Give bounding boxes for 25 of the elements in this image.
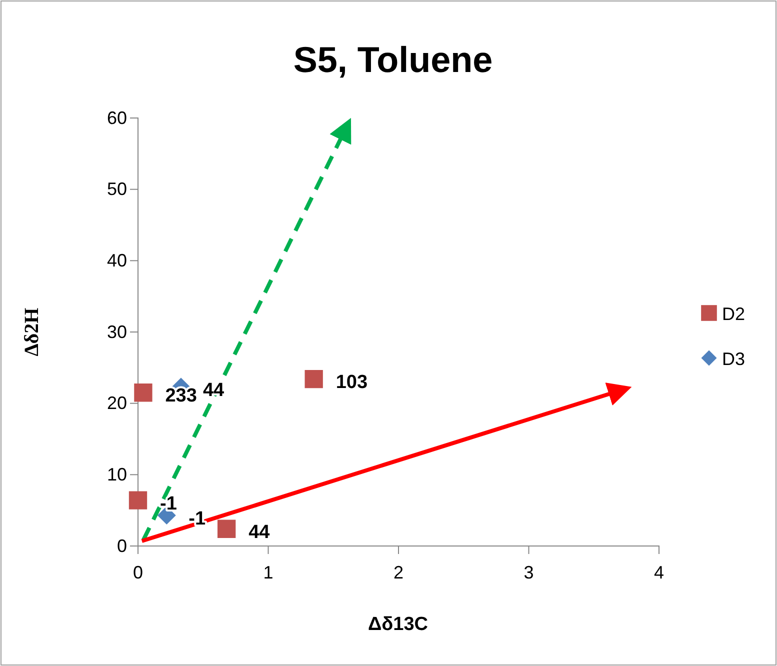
chart-title: S5, Toluene: [293, 39, 493, 80]
point: [304, 370, 323, 388]
x-tick-label: 4: [654, 562, 664, 583]
x-tick-label: 0: [132, 562, 144, 583]
annotation: 44: [248, 522, 270, 543]
y-tick-label: 50: [106, 179, 127, 200]
x-tick-label: 1: [263, 562, 274, 583]
y-tick-label: 30: [106, 322, 127, 342]
y-tick-label: 0: [116, 536, 127, 556]
point: [128, 491, 148, 510]
x-tick-label: 3: [524, 562, 534, 583]
y-tick-label: 40: [106, 250, 127, 270]
y-axis-title: Δδ2H: [21, 307, 43, 356]
y-tick-label: 10: [106, 464, 127, 484]
annotation: -1: [160, 493, 178, 514]
point: [134, 384, 152, 402]
annotation: 103: [336, 372, 368, 394]
point: [217, 520, 236, 538]
y-tick-label: 20: [106, 393, 127, 414]
x-tick-label: 2: [393, 562, 404, 583]
annotation: 233: [165, 386, 197, 407]
legend-label: D2: [722, 304, 746, 324]
x-axis-title: Δδ13C: [368, 614, 428, 635]
y-tick-label: 60: [106, 108, 127, 128]
legend-label: D3: [722, 349, 746, 369]
